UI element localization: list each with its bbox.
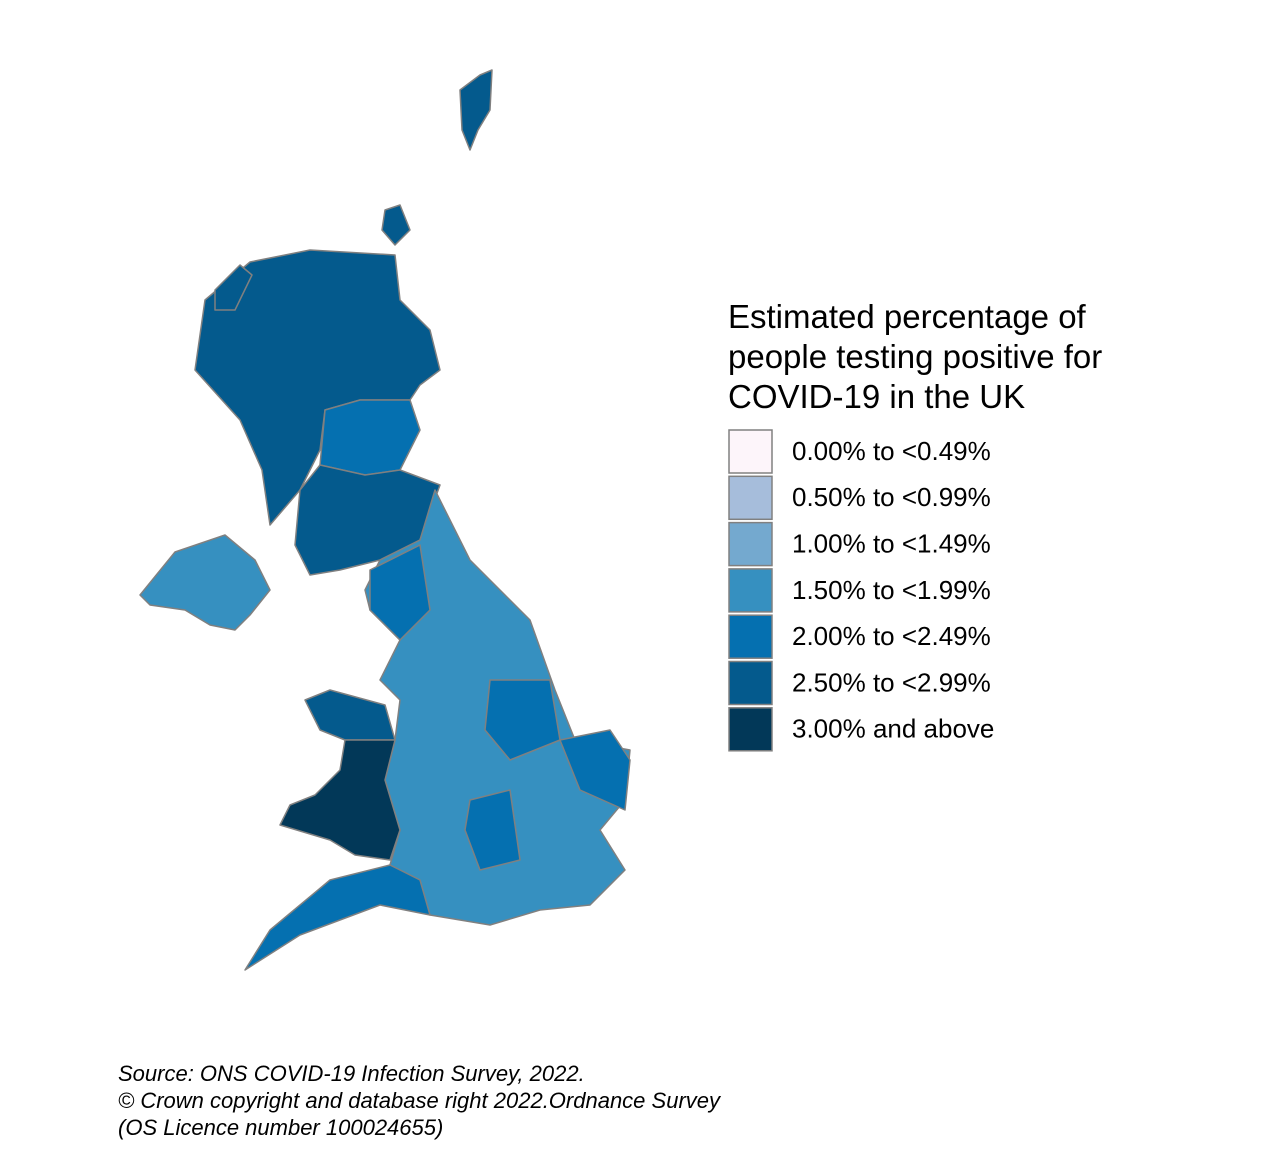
legend-label: 0.50% to <0.99% <box>792 482 991 512</box>
region <box>304 689 396 741</box>
source-line: (OS Licence number 100024655) <box>118 1115 443 1140</box>
legend-label: 2.50% to <2.99% <box>792 667 991 697</box>
legend-swatch <box>728 568 773 613</box>
legend-swatch <box>728 521 773 567</box>
source-line: © Crown copyright and database right 202… <box>118 1088 722 1113</box>
source-line: Source: ONS COVID-19 Infection Survey, 2… <box>118 1061 585 1086</box>
uk-map <box>139 69 631 971</box>
region <box>459 69 493 151</box>
legend-swatch <box>728 707 773 752</box>
legend-label: 3.00% and above <box>792 714 994 744</box>
region <box>559 729 631 811</box>
source-note: Source: ONS COVID-19 Infection Survey, 2… <box>118 1061 722 1140</box>
region <box>214 264 253 311</box>
legend-label: 0.00% to <0.49% <box>792 436 991 466</box>
region <box>139 534 271 631</box>
legend-swatch <box>728 429 773 474</box>
legend-label: 2.00% to <2.49% <box>792 621 991 651</box>
legend-label: 1.50% to <1.99% <box>792 575 991 605</box>
region <box>319 399 421 476</box>
region <box>381 204 411 246</box>
legend-swatch <box>728 614 773 659</box>
legend-title: people testing positive for <box>728 338 1102 375</box>
legend-title: COVID-19 in the UK <box>728 378 1025 415</box>
region <box>484 679 561 761</box>
legend-swatch <box>728 660 773 706</box>
legend-title: Estimated percentage of <box>728 298 1087 335</box>
region <box>244 864 431 971</box>
legend-swatch <box>728 475 773 521</box>
region <box>369 544 431 641</box>
legend-label: 1.00% to <1.49% <box>792 528 991 558</box>
region <box>464 789 521 871</box>
region <box>279 739 401 861</box>
